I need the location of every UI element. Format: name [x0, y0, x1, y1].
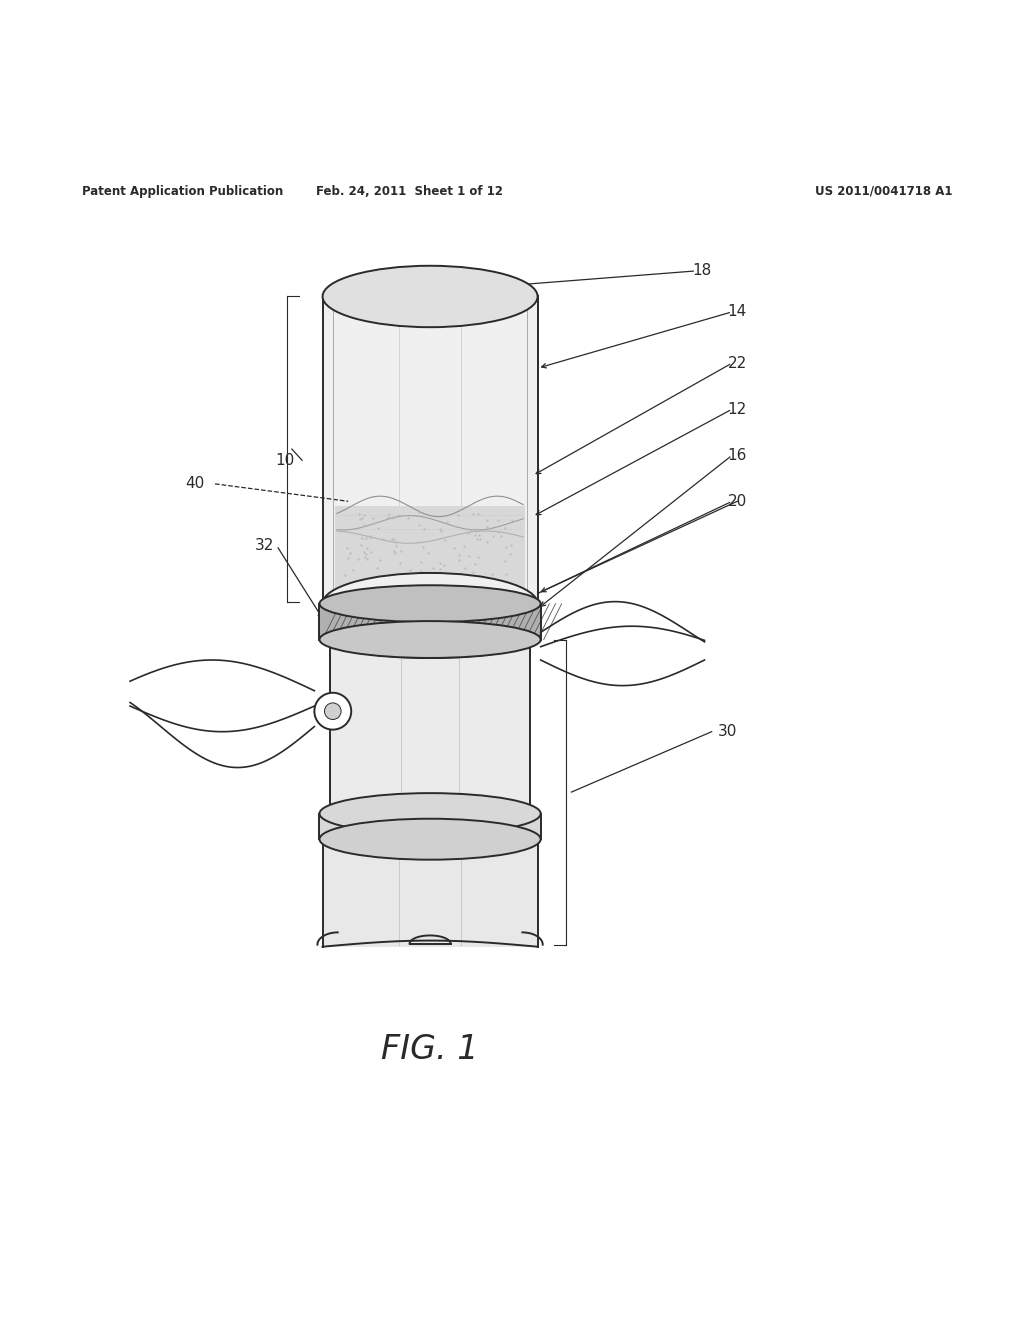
- Polygon shape: [335, 507, 525, 598]
- Ellipse shape: [319, 793, 541, 834]
- Text: Feb. 24, 2011  Sheet 1 of 12: Feb. 24, 2011 Sheet 1 of 12: [316, 185, 503, 198]
- Text: 14: 14: [728, 305, 746, 319]
- Polygon shape: [319, 603, 541, 639]
- Polygon shape: [323, 297, 538, 603]
- Text: 30: 30: [718, 725, 736, 739]
- Ellipse shape: [319, 818, 541, 859]
- Text: 40: 40: [185, 477, 204, 491]
- Text: 32: 32: [255, 537, 273, 553]
- Ellipse shape: [330, 795, 530, 832]
- Ellipse shape: [323, 573, 538, 635]
- Text: FIG. 1: FIG. 1: [381, 1032, 479, 1065]
- Polygon shape: [330, 639, 530, 813]
- Text: 10: 10: [275, 453, 294, 467]
- Ellipse shape: [330, 622, 530, 657]
- Text: 20: 20: [728, 494, 746, 508]
- Polygon shape: [319, 813, 541, 840]
- Ellipse shape: [323, 265, 538, 327]
- Text: US 2011/0041718 A1: US 2011/0041718 A1: [815, 185, 952, 198]
- Polygon shape: [323, 840, 538, 946]
- Circle shape: [314, 693, 351, 730]
- Text: 16: 16: [728, 447, 746, 463]
- Ellipse shape: [319, 622, 541, 657]
- Text: 18: 18: [692, 264, 711, 279]
- Text: Patent Application Publication: Patent Application Publication: [82, 185, 284, 198]
- Text: 22: 22: [728, 355, 746, 371]
- Text: 12: 12: [728, 401, 746, 417]
- Circle shape: [325, 704, 341, 719]
- Ellipse shape: [319, 585, 541, 622]
